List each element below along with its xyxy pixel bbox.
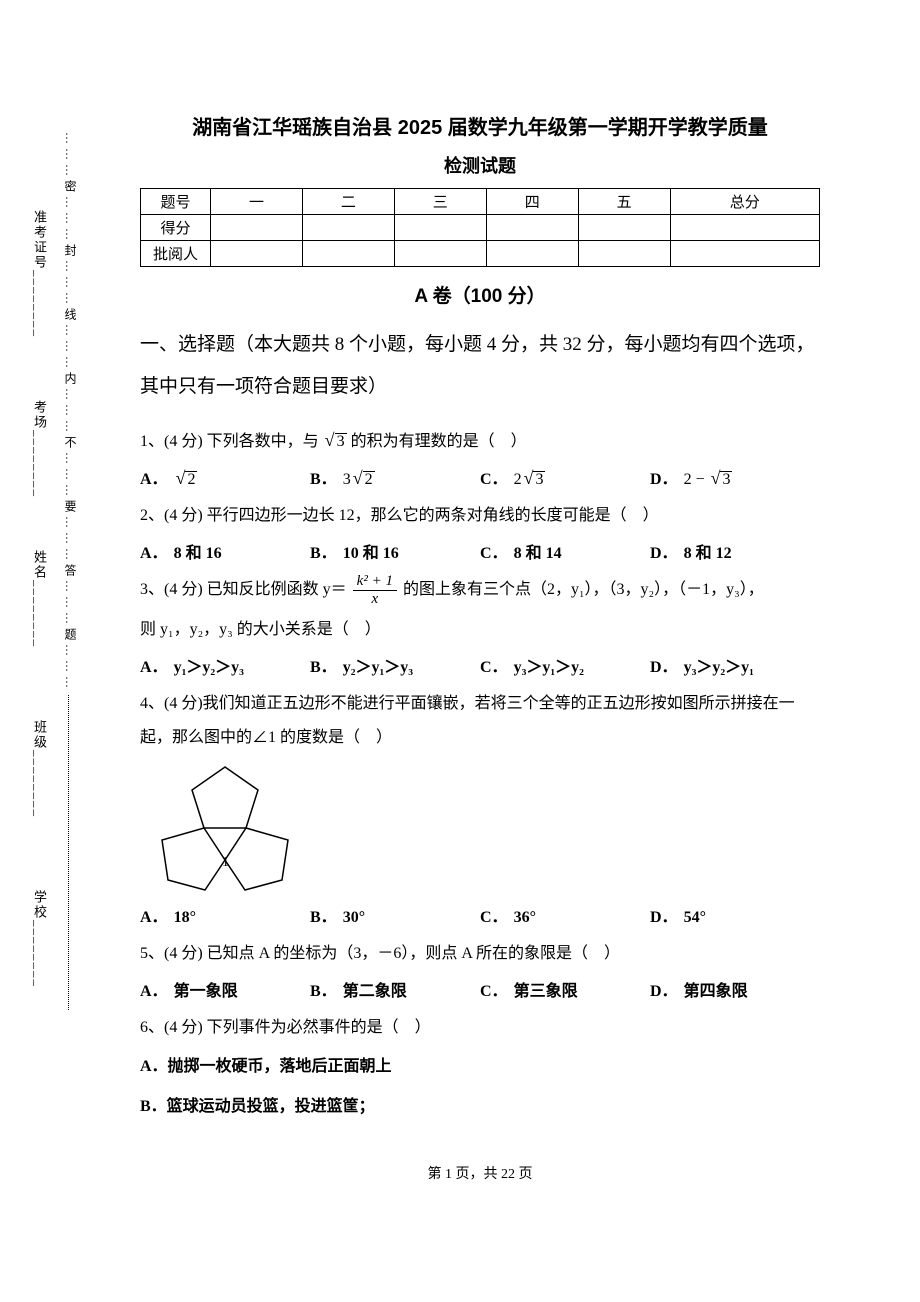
table-row: 得分: [141, 215, 820, 241]
option-b: B．第二象限: [310, 977, 480, 1001]
paper-section-label: A 卷（100 分）: [140, 281, 820, 308]
table-row: 批阅人: [141, 241, 820, 267]
binding-seal-text: ………密………封………线………内………不………要………答………题………: [62, 130, 79, 694]
option-d: D．54°: [650, 903, 820, 927]
q1-stem-prefix: 1、(4 分) 下列各数中，与: [140, 433, 319, 450]
q6-option-a: A．抛掷一枚硬币，落地后正面朝上: [140, 1050, 820, 1084]
question-3: 3、(4 分) 已知反比例函数 y＝ k² + 1 x 的图上象有三个点（2，y…: [140, 573, 820, 607]
option-d: D．y₃＞y₂＞y₁: [650, 653, 820, 677]
option-d: D．第四象限: [650, 977, 820, 1001]
binding-label-class: 班级________: [30, 720, 49, 818]
question-6: 6、(4 分) 下列事件为必然事件的是（ ）: [140, 1011, 820, 1045]
option-a: A．第一象限: [140, 977, 310, 1001]
page-footer: 第 1 页，共 22 页: [140, 1163, 820, 1183]
fraction: k² + 1 x: [353, 573, 397, 607]
binding-margin: ………密………封………线………内………不………要………答………题……… 学校__…: [30, 130, 80, 1010]
pentagon-svg: 1: [140, 762, 310, 892]
option-a: A．18°: [140, 903, 310, 927]
exam-title-line1: 湖南省江华瑶族自治县 2025 届数学九年级第一学期开学教学质量: [140, 110, 820, 146]
col-header: 一: [211, 189, 303, 215]
exam-page: ………密………封………线………内………不………要………答………题……… 学校__…: [0, 0, 920, 1302]
question-5: 5、(4 分) 已知点 A 的坐标为（3，－6），则点 A 所在的象限是（ ）: [140, 937, 820, 971]
col-header: 总分: [670, 189, 819, 215]
row-label: 题号: [141, 189, 211, 215]
fraction-num: k² + 1: [353, 573, 397, 591]
row-label: 得分: [141, 215, 211, 241]
q1-stem-suffix: 的积为有理数的是（ ）: [351, 433, 527, 450]
option-c: C．8 和 14: [480, 539, 650, 563]
option-c: C．36°: [480, 903, 650, 927]
option-d: D．2 − √3: [650, 465, 820, 489]
q5-options: A．第一象限 B．第二象限 C．第三象限 D．第四象限: [140, 977, 820, 1001]
col-header: 二: [302, 189, 394, 215]
q4-options: A．18° B．30° C．36° D．54°: [140, 903, 820, 927]
option-b: B．10 和 16: [310, 539, 480, 563]
binding-label-room: 考场________: [30, 400, 49, 498]
score-table: 题号 一 二 三 四 五 总分 得分 批阅人: [140, 188, 820, 267]
exam-title-line2: 检测试题: [140, 152, 820, 178]
question-4: 4、(4 分)我们知道正五边形不能进行平面镶嵌，若将三个全等的正五边形按如图所示…: [140, 687, 820, 754]
col-header: 三: [394, 189, 486, 215]
table-row: 题号 一 二 三 四 五 总分: [141, 189, 820, 215]
row-label: 批阅人: [141, 241, 211, 267]
pentagon-figure: 1: [140, 762, 820, 897]
option-a: A．√2: [140, 465, 310, 489]
q6-option-b: B．篮球运动员投篮，投进篮筐；: [140, 1090, 820, 1124]
question-2: 2、(4 分) 平行四边形一边长 12，那么它的两条对角线的长度可能是（ ）: [140, 499, 820, 533]
option-d: D．8 和 12: [650, 539, 820, 563]
q1-options: A．√2 B．3√2 C．2√3 D．2 − √3: [140, 465, 820, 489]
binding-label-id: 准考证号________: [30, 210, 49, 338]
option-c: C．第三象限: [480, 977, 650, 1001]
binding-label-school: 学校________: [30, 890, 49, 988]
fraction-den: x: [353, 591, 397, 608]
option-c: C．2√3: [480, 465, 650, 489]
col-header: 五: [578, 189, 670, 215]
option-b: B．30°: [310, 903, 480, 927]
mc-instruction: 一、选择题（本大题共 8 个小题，每小题 4 分，共 32 分，每小题均有四个选…: [140, 324, 820, 408]
angle-1-label: 1: [222, 855, 229, 870]
option-a: A．y₁＞y₂＞y₃: [140, 653, 310, 677]
option-c: C．y₃＞y₁＞y₂: [480, 653, 650, 677]
q3-stem-prefix: 3、(4 分) 已知反比例函数 y＝: [140, 581, 347, 598]
option-b: B．3√2: [310, 465, 480, 489]
q2-options: A．8 和 16 B．10 和 16 C．8 和 14 D．8 和 12: [140, 539, 820, 563]
q3-options: A．y₁＞y₂＞y₃ B．y₂＞y₁＞y₃ C．y₃＞y₁＞y₂ D．y₃＞y₂…: [140, 653, 820, 677]
option-a: A．8 和 16: [140, 539, 310, 563]
question-1: 1、(4 分) 下列各数中，与 √3 的积为有理数的是（ ）: [140, 422, 820, 460]
q3-stem-line2: 则 y₁，y₂，y₃ 的大小关系是（ ）: [140, 613, 820, 647]
option-b: B．y₂＞y₁＞y₃: [310, 653, 480, 677]
q3-stem-mid: 的图上象有三个点（2，y₁），（3，y₂），（－1，y₃），: [403, 581, 764, 598]
sqrt-icon: √3: [323, 422, 347, 460]
binding-label-name: 姓名________: [30, 550, 49, 648]
col-header: 四: [486, 189, 578, 215]
